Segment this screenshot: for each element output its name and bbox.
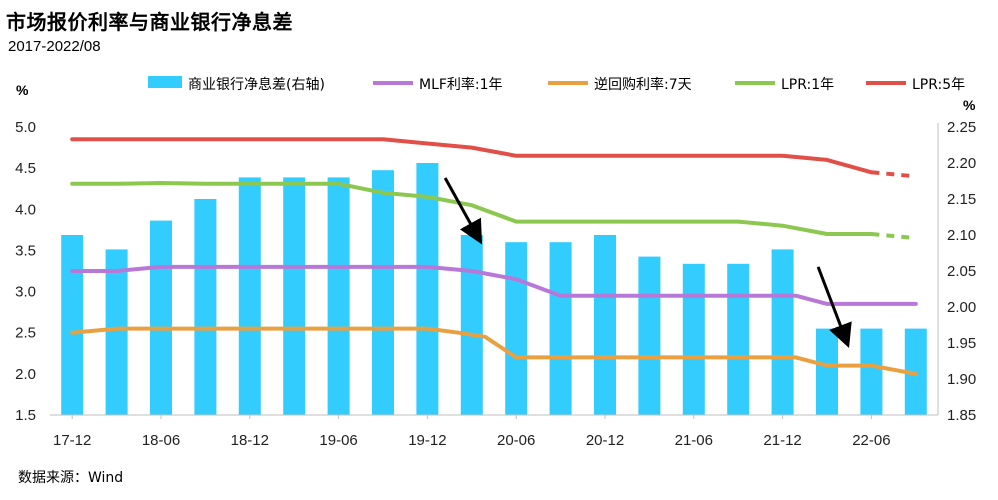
x-tick-label: 21-12	[763, 432, 801, 449]
left-tick-label: 4.5	[15, 160, 36, 177]
left-tick-label: 2.5	[15, 325, 36, 342]
x-tick-label: 17-12	[53, 432, 91, 449]
right-axis-unit: %	[963, 97, 976, 113]
x-tick-label: 22-06	[852, 432, 890, 449]
bar-net-interest-margin	[238, 177, 261, 415]
chart-title: 市场报价利率与商业银行净息差	[6, 10, 293, 34]
bar-net-interest-margin	[460, 235, 483, 415]
chart-subtitle: 2017-2022/08	[8, 38, 101, 55]
annotation-arrow	[443, 177, 483, 245]
legend-label: 商业银行净息差(右轴)	[188, 76, 325, 93]
left-tick-label: 5.0	[15, 119, 36, 136]
bar-net-interest-margin	[594, 235, 616, 415]
bar-net-interest-margin	[682, 263, 705, 415]
bar-net-interest-margin	[61, 235, 84, 415]
right-tick-label: 1.90	[947, 371, 976, 388]
line-series-2-projection	[871, 232, 916, 241]
bar-net-interest-margin	[283, 177, 306, 415]
line-series-0	[70, 264, 918, 306]
right-tick-label: 2.15	[947, 191, 976, 208]
legend-label: LPR:5年	[912, 77, 965, 93]
bar-net-interest-margin	[194, 199, 217, 415]
x-tick-label: 20-06	[497, 432, 535, 449]
right-tick-label: 2.10	[947, 227, 976, 244]
line-series-1	[70, 326, 918, 376]
bar-net-interest-margin	[505, 242, 528, 415]
legend-label: MLF利率:1年	[419, 76, 503, 93]
x-tick-label: 20-12	[586, 432, 624, 449]
x-tick-label: 19-06	[319, 432, 357, 449]
bar-net-interest-margin	[105, 249, 128, 415]
x-tick-label: 18-12	[231, 432, 269, 449]
bar-net-interest-margin	[327, 177, 350, 415]
left-tick-label: 3.0	[15, 284, 36, 301]
x-tick-label: 21-06	[675, 432, 713, 449]
bar-net-interest-margin	[638, 256, 661, 415]
line-series-3	[70, 137, 874, 175]
source-note: 数据来源：Wind	[18, 470, 124, 486]
bar-net-interest-margin	[904, 328, 927, 415]
legend: 商业银行净息差(右轴) MLF利率:1年 逆回购利率:7天 LPR:1年 LPR:5年	[148, 76, 965, 93]
right-tick-label: 2.00	[947, 299, 976, 316]
right-tick-label: 2.25	[947, 119, 976, 136]
bar-net-interest-margin	[549, 242, 572, 415]
right-tick-label: 1.95	[947, 335, 976, 352]
bar-net-interest-margin	[372, 170, 394, 415]
legend-swatch-bar	[148, 76, 182, 88]
x-tick-label: 19-12	[408, 432, 446, 449]
bar-net-interest-margin	[416, 163, 439, 415]
x-tick-label: 18-06	[142, 432, 180, 449]
left-tick-label: 3.5	[15, 242, 36, 259]
left-tick-label: 2.0	[15, 366, 36, 383]
bar-net-interest-margin	[771, 249, 794, 415]
right-tick-label: 1.85	[947, 407, 976, 424]
bar-net-interest-margin	[150, 220, 172, 415]
bar-net-interest-margin	[816, 328, 838, 415]
annotation-arrow	[816, 266, 852, 349]
legend-label: 逆回购利率:7天	[594, 76, 692, 93]
line-series-2	[70, 181, 874, 236]
bar-net-interest-margin	[727, 263, 750, 415]
legend-label: LPR:1年	[781, 77, 834, 93]
right-tick-label: 2.20	[947, 155, 976, 172]
bar-net-interest-margin	[860, 328, 883, 415]
left-tick-label: 4.0	[15, 201, 36, 218]
right-tick-label: 2.05	[947, 263, 976, 280]
left-tick-label: 1.5	[15, 407, 36, 424]
left-axis-unit: %	[16, 82, 29, 98]
line-series-3-projection	[871, 170, 916, 179]
